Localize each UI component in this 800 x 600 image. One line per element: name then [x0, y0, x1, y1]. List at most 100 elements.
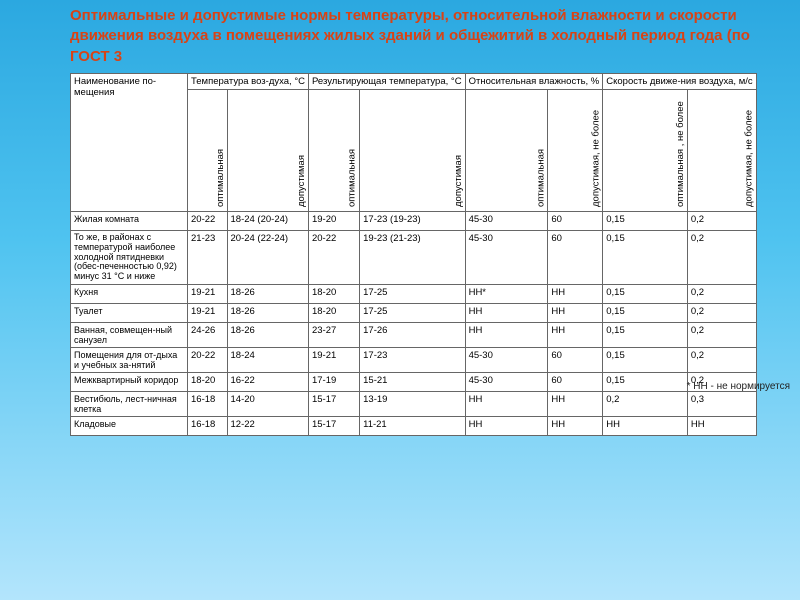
cell-s2: НН: [687, 417, 756, 436]
cell-t1: 20-22: [188, 348, 228, 373]
cell-r2: 11-21: [360, 417, 465, 436]
cell-t2: 18-26: [227, 304, 308, 323]
cell-t1: 24-26: [188, 323, 228, 348]
cell-h1: 45-30: [465, 230, 548, 284]
cell-h1: 45-30: [465, 373, 548, 392]
cell-s1: 0,15: [603, 230, 688, 284]
cell-r1: 19-20: [308, 211, 359, 230]
cell-t2: 20-24 (22-24): [227, 230, 308, 284]
cell-s1: 0,15: [603, 211, 688, 230]
cell-t1: 19-21: [188, 285, 228, 304]
cell-h2: НН: [548, 323, 603, 348]
cell-t2: 18-24: [227, 348, 308, 373]
cell-s2: 0,2: [687, 304, 756, 323]
name: Туалет: [71, 304, 188, 323]
table-row: Кухня19-2118-2618-2017-25НН*НН0,150,2: [71, 285, 757, 304]
cell-h1: НН: [465, 304, 548, 323]
subcol-restemp-dop: допустимая: [360, 89, 465, 211]
cell-t2: 18-26: [227, 323, 308, 348]
name: Помещения для от-дыха и учебных за-нятий: [71, 348, 188, 373]
subcol-temp-opt: оптимальная: [188, 89, 228, 211]
cell-r2: 17-23 (19-23): [360, 211, 465, 230]
cell-r2: 17-23: [360, 348, 465, 373]
col-speed: Скорость движе-ния воздуха, м/с: [603, 73, 756, 89]
cell-t1: 20-22: [188, 211, 228, 230]
cell-h2: НН: [548, 285, 603, 304]
cell-t2: 16-22: [227, 373, 308, 392]
cell-s1: 0,15: [603, 285, 688, 304]
col-name: Наименование по-мещения: [71, 73, 188, 211]
subcol-speed-opt: оптимальная , не более: [603, 89, 688, 211]
cell-h2: 60: [548, 230, 603, 284]
cell-s2: 0,2: [687, 285, 756, 304]
cell-r2: 17-25: [360, 285, 465, 304]
norms-table: Наименование по-мещения Температура воз-…: [70, 73, 757, 436]
table-row: Помещения для от-дыха и учебных за-нятий…: [71, 348, 757, 373]
cell-s1: 0,2: [603, 392, 688, 417]
subcol-temp-dop: допустимая: [227, 89, 308, 211]
cell-r1: 17-19: [308, 373, 359, 392]
table-row: То же, в районах с температурой наиболее…: [71, 230, 757, 284]
cell-s2: 0,2: [687, 211, 756, 230]
cell-s1: 0,15: [603, 348, 688, 373]
table-row: Вестибюль, лест-ничная клетка16-1814-201…: [71, 392, 757, 417]
cell-h2: 60: [548, 348, 603, 373]
subcol-hum-dop: допустимая, не более: [548, 89, 603, 211]
name: Ванная, совмещен-ный санузел: [71, 323, 188, 348]
cell-h1: НН: [465, 417, 548, 436]
slide-container: Оптимальные и допустимые нормы температу…: [0, 0, 800, 442]
cell-r2: 17-26: [360, 323, 465, 348]
cell-t1: 18-20: [188, 373, 228, 392]
table-row: Межквартирный коридор18-2016-2217-1915-2…: [71, 373, 757, 392]
cell-s2: 0,3: [687, 392, 756, 417]
cell-r2: 13-19: [360, 392, 465, 417]
table-row: Кладовые16-1812-2215-1711-21НННННННН: [71, 417, 757, 436]
subcol-speed-dop: допустимая, не более: [687, 89, 756, 211]
table-row: Жилая комната20-2218-24 (20-24)19-2017-2…: [71, 211, 757, 230]
name: Кухня: [71, 285, 188, 304]
cell-s2: 0,2: [687, 323, 756, 348]
cell-r1: 15-17: [308, 417, 359, 436]
cell-r2: 17-25: [360, 304, 465, 323]
cell-h2: НН: [548, 417, 603, 436]
cell-t1: 19-21: [188, 304, 228, 323]
cell-r1: 15-17: [308, 392, 359, 417]
cell-t2: 14-20: [227, 392, 308, 417]
col-temp: Температура воз-духа, °С: [188, 73, 309, 89]
cell-r1: 19-21: [308, 348, 359, 373]
table-row: Ванная, совмещен-ный санузел24-2618-2623…: [71, 323, 757, 348]
cell-h1: НН*: [465, 285, 548, 304]
cell-r1: 23-27: [308, 323, 359, 348]
cell-s1: 0,15: [603, 373, 688, 392]
cell-r2: 15-21: [360, 373, 465, 392]
footnote: * НН - не нормируется: [687, 381, 790, 392]
cell-t2: 12-22: [227, 417, 308, 436]
cell-h1: 45-30: [465, 211, 548, 230]
cell-s2: 0,2: [687, 230, 756, 284]
slide-title: Оптимальные и допустимые нормы температу…: [70, 6, 770, 67]
cell-r1: 20-22: [308, 230, 359, 284]
cell-h1: НН: [465, 323, 548, 348]
cell-t2: 18-24 (20-24): [227, 211, 308, 230]
cell-r2: 19-23 (21-23): [360, 230, 465, 284]
cell-s1: 0,15: [603, 304, 688, 323]
cell-s1: НН: [603, 417, 688, 436]
cell-r1: 18-20: [308, 304, 359, 323]
cell-r1: 18-20: [308, 285, 359, 304]
header-row-groups: Наименование по-мещения Температура воз-…: [71, 73, 757, 89]
name: Межквартирный коридор: [71, 373, 188, 392]
cell-s1: 0,15: [603, 323, 688, 348]
col-restemp: Результирующая температура, °С: [308, 73, 465, 89]
name: Вестибюль, лест-ничная клетка: [71, 392, 188, 417]
cell-t1: 16-18: [188, 392, 228, 417]
name: Жилая комната: [71, 211, 188, 230]
cell-t2: 18-26: [227, 285, 308, 304]
cell-h2: 60: [548, 211, 603, 230]
table-row: Туалет19-2118-2618-2017-25НННН0,150,2: [71, 304, 757, 323]
cell-s2: 0,2: [687, 348, 756, 373]
cell-h1: 45-30: [465, 348, 548, 373]
subcol-hum-opt: оптимальная: [465, 89, 548, 211]
col-humidity: Относительная влажность, %: [465, 73, 603, 89]
name: Кладовые: [71, 417, 188, 436]
cell-t1: 21-23: [188, 230, 228, 284]
